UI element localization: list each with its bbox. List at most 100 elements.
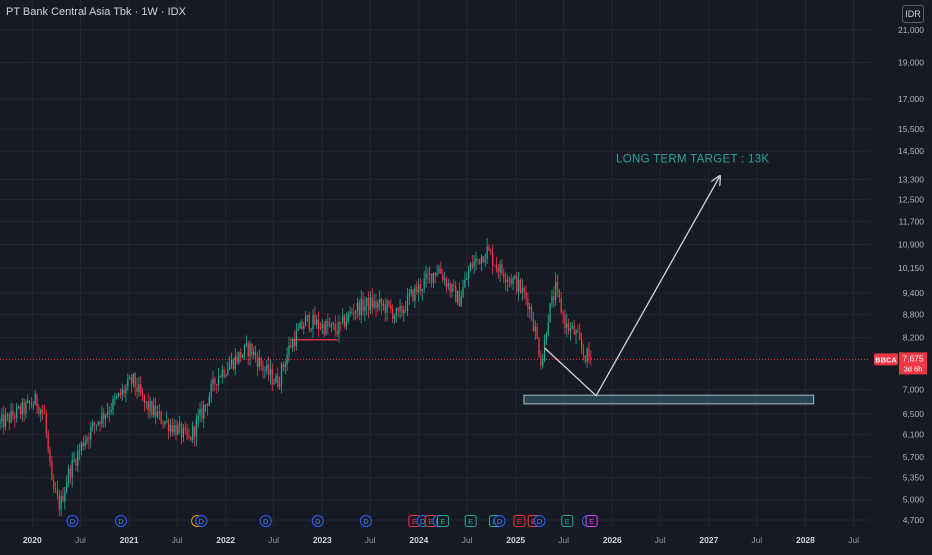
candle-body xyxy=(191,426,194,441)
event-marker-dividend[interactable]: D xyxy=(66,515,79,527)
event-marker-dividend[interactable]: D xyxy=(195,515,208,527)
dividend-icon xyxy=(311,515,324,527)
candle-body xyxy=(140,384,142,394)
candle-body xyxy=(440,268,442,274)
price-tag-value: 7,675 xyxy=(902,353,924,363)
y-tick-label: 5,350 xyxy=(903,473,925,483)
candle-body xyxy=(534,326,536,332)
time-axis[interactable]: 2020 Jul 2021 Jul 2022 Jul 2023 Jul 2024 Jul 2025 J… xyxy=(23,535,859,545)
event-marker-earnings-beat[interactable]: E xyxy=(436,515,449,527)
event-label: E xyxy=(517,517,522,526)
event-markers[interactable]: DDSDDDDEDEDEEEDEEDEDE xyxy=(66,515,598,527)
candle-body xyxy=(377,303,379,308)
candle-body xyxy=(60,496,62,510)
candle-body xyxy=(143,395,146,403)
target-label: LONG TERM TARGET : 13K xyxy=(616,154,769,166)
candle-body xyxy=(532,319,535,332)
x-tick-label: Jul xyxy=(558,535,569,545)
candle-body xyxy=(167,420,170,432)
candle-body xyxy=(121,389,123,396)
event-marker-earnings-beat[interactable]: E xyxy=(464,515,477,527)
projection-layer[interactable]: LONG TERM TARGET : 13K xyxy=(544,154,770,397)
event-label: D xyxy=(118,517,124,526)
candle-body xyxy=(567,323,570,332)
candle-body xyxy=(210,383,212,397)
candle-body xyxy=(279,383,281,387)
currency-button[interactable]: IDR xyxy=(902,5,924,23)
candle-body xyxy=(190,436,192,441)
candle-body xyxy=(477,258,479,260)
candle-body xyxy=(393,315,396,319)
candle-body xyxy=(560,297,562,313)
candle-body xyxy=(421,288,423,291)
candle-body xyxy=(36,394,38,408)
candle-body xyxy=(575,330,577,335)
event-marker-dividend[interactable]: D xyxy=(259,515,272,527)
projection-arrow[interactable] xyxy=(544,177,720,397)
price-axis[interactable]: 21,000 19,000 17,000 15,500 14,500 13,300 12,5… xyxy=(870,0,932,550)
candle-body xyxy=(555,281,557,301)
candle-body xyxy=(438,268,440,273)
candle-body xyxy=(19,407,22,415)
support-zone[interactable] xyxy=(523,394,815,405)
candle-body xyxy=(288,345,290,355)
candle-body xyxy=(254,351,257,358)
candle-body xyxy=(30,403,33,406)
x-tick-label: 2023 xyxy=(313,535,332,545)
candle-body xyxy=(384,304,386,313)
candle-body xyxy=(66,482,68,492)
candle-body xyxy=(364,305,366,312)
y-tick-label: 8,800 xyxy=(903,310,925,320)
event-label: E xyxy=(428,517,433,526)
event-marker-earnings-miss[interactable]: E xyxy=(513,515,526,527)
candle-body xyxy=(323,323,325,335)
event-label: D xyxy=(497,517,503,526)
candle-body xyxy=(82,442,84,447)
candle-body xyxy=(343,315,346,327)
candle-body xyxy=(345,321,348,327)
event-marker-dividend[interactable]: D xyxy=(114,515,127,527)
candle-body xyxy=(229,364,231,370)
event-marker-dividend[interactable]: D xyxy=(311,515,324,527)
candle-body xyxy=(17,407,20,408)
y-tick-label: 7,000 xyxy=(903,385,925,395)
event-marker-dividend[interactable]: D xyxy=(359,515,372,527)
candle-body xyxy=(110,409,112,412)
candle-body xyxy=(49,448,51,462)
event-marker-earnings-beat[interactable]: E xyxy=(561,515,574,527)
candle-body xyxy=(334,323,336,331)
ticker-badge xyxy=(874,353,898,366)
event-marker-dividend[interactable]: D xyxy=(493,515,506,527)
candle-body xyxy=(390,305,392,310)
candle-body xyxy=(316,319,318,325)
event-label: D xyxy=(263,517,269,526)
candle-body xyxy=(277,375,279,387)
event-marker-dividend[interactable]: D xyxy=(533,515,546,527)
candle-body xyxy=(466,278,468,281)
event-marker-earnings-upcoming[interactable]: E xyxy=(585,515,598,527)
candle-body xyxy=(116,396,118,398)
candle-body xyxy=(371,297,373,308)
support-zone-layer[interactable] xyxy=(523,394,815,405)
candle-body xyxy=(329,325,331,327)
candle-body xyxy=(386,300,388,313)
candle-body xyxy=(338,321,340,335)
candle-body xyxy=(47,433,49,449)
candle-body xyxy=(467,270,470,279)
candle-body xyxy=(184,427,186,429)
candle-body xyxy=(201,408,203,419)
candle-body xyxy=(127,379,129,387)
candle-body xyxy=(56,490,59,496)
candle-body xyxy=(517,279,520,292)
candle-body xyxy=(151,401,153,416)
candle-body xyxy=(545,334,548,341)
candle-body xyxy=(193,426,196,437)
candle-body xyxy=(332,323,335,324)
candle-body xyxy=(99,421,101,425)
candle-body xyxy=(423,278,425,289)
candle-body xyxy=(3,414,5,428)
candle-body xyxy=(197,415,199,420)
candle-body xyxy=(138,384,140,393)
